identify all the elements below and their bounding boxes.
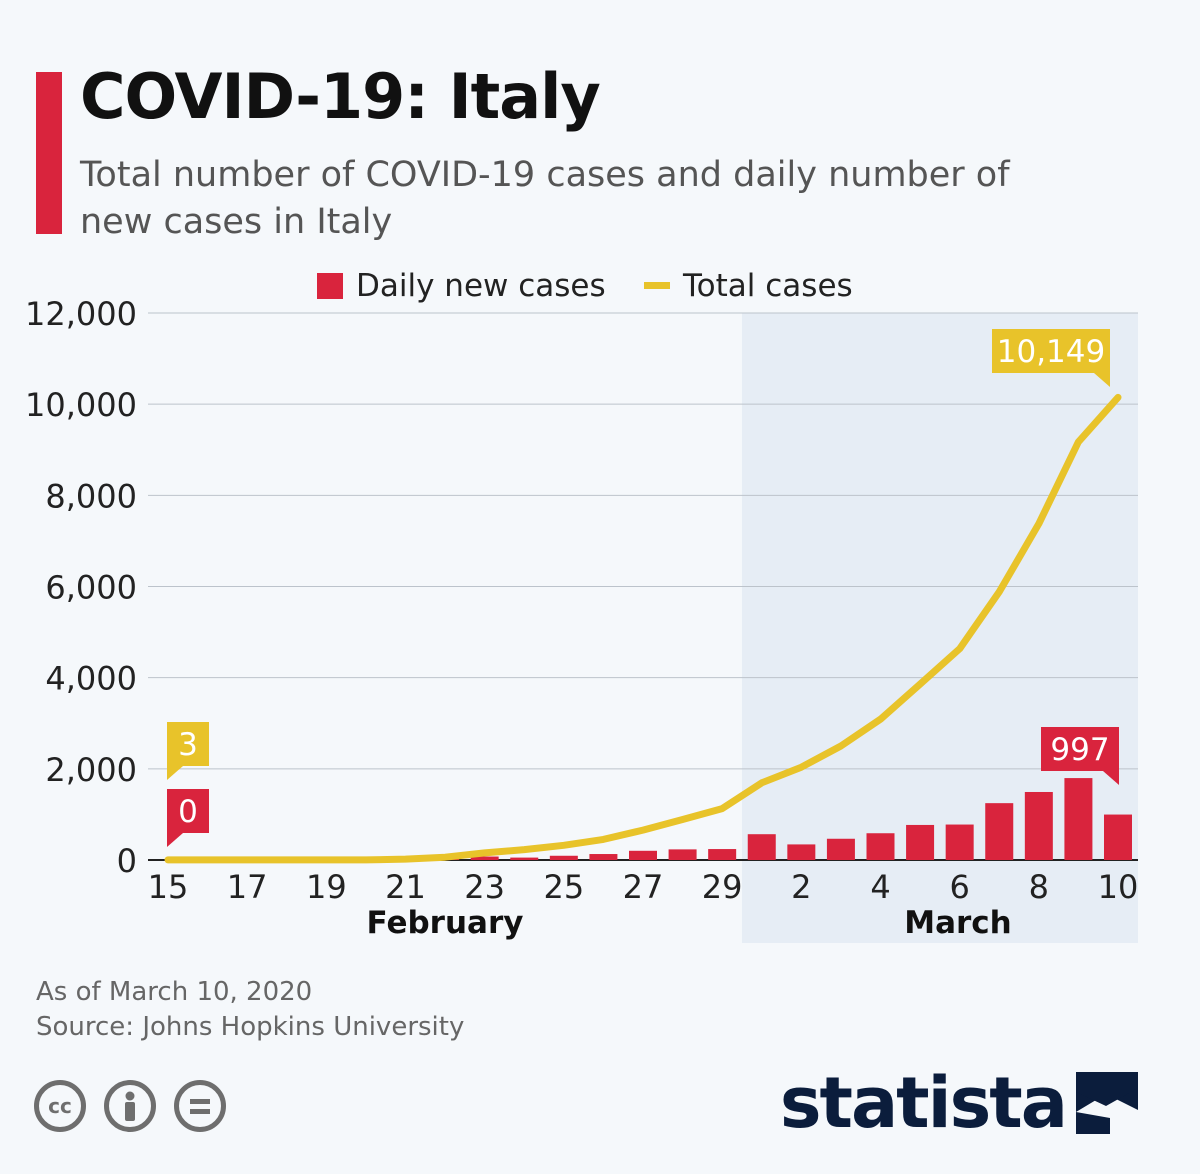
- callout-daily-end-text: 997: [1050, 732, 1109, 768]
- daily-new-cases-bar: [708, 849, 737, 860]
- y-tick-label: 12,000: [25, 295, 137, 333]
- callout-daily-end-tail: [1103, 771, 1119, 785]
- total-cases-point: [1116, 395, 1120, 400]
- x-tick-label: 4: [870, 868, 890, 906]
- y-tick-label: 2,000: [45, 751, 137, 789]
- total-cases-point: [403, 857, 408, 862]
- x-tick-label: 23: [464, 868, 505, 906]
- legend-label-daily: Daily new cases: [356, 268, 606, 304]
- total-cases-point: [759, 780, 764, 785]
- total-cases-point: [245, 857, 250, 862]
- y-tick-label: 8,000: [45, 477, 137, 515]
- covid-italy-chart: 0 2,000 4,000 6,000 8,000 10,000 12,000 15 17 19 2…: [25, 268, 1139, 943]
- source-note: Source: Johns Hopkins University: [36, 1012, 465, 1042]
- callout-total-start-text: 3: [178, 727, 198, 763]
- x-tick-label: 21: [385, 868, 426, 906]
- total-cases-point: [957, 646, 962, 651]
- total-cases-point: [443, 855, 448, 860]
- daily-new-cases-bar: [985, 803, 1014, 860]
- x-tick-label: 2: [791, 868, 811, 906]
- legend-label-total: Total cases: [682, 268, 853, 304]
- total-cases-point: [878, 717, 883, 722]
- total-cases-point: [680, 817, 685, 822]
- title-accent-bar: [36, 72, 62, 234]
- as-of-date: As of March 10, 2020: [36, 977, 313, 1007]
- legend-swatch-total: [644, 282, 670, 289]
- callout-daily-start-tail: [167, 833, 183, 847]
- nd-icon[interactable]: [174, 1080, 226, 1132]
- daily-new-cases-bar: [747, 834, 776, 860]
- total-cases-point: [1076, 439, 1081, 444]
- x-tick-label: 6: [949, 868, 969, 906]
- total-cases-point: [838, 743, 843, 748]
- total-cases-point: [284, 857, 289, 862]
- cc-icon[interactable]: cc: [34, 1080, 86, 1132]
- daily-new-cases-bar: [510, 857, 539, 860]
- callout-daily-end-box: [1041, 727, 1119, 771]
- callout-daily-start-box: [167, 789, 209, 833]
- x-tick-label: 15: [148, 868, 189, 906]
- total-cases-point: [205, 857, 210, 862]
- statista-wordmark: statista: [779, 1062, 1068, 1144]
- total-cases-point: [522, 847, 527, 852]
- month-label-march: March: [904, 905, 1012, 941]
- by-icon[interactable]: [104, 1080, 156, 1132]
- statista-logo[interactable]: statista: [780, 1062, 1138, 1144]
- total-cases-point: [799, 765, 804, 770]
- total-cases-point: [166, 857, 170, 862]
- total-cases-point: [561, 843, 566, 848]
- total-cases-point: [641, 828, 645, 833]
- daily-new-cases-bar: [866, 833, 895, 860]
- total-cases-point: [482, 850, 487, 855]
- x-tick-label: 10: [1098, 868, 1139, 906]
- page-title: COVID-19: Italy: [80, 60, 601, 133]
- daily-new-cases-bar: [787, 844, 816, 860]
- total-cases-point: [997, 589, 1002, 594]
- callout-total-end-box: [992, 329, 1110, 373]
- footnote: As of March 10, 2020 Source: Johns Hopki…: [36, 975, 464, 1045]
- x-tick-label: 17: [227, 868, 268, 906]
- callout-total-start-box: [167, 722, 209, 766]
- x-tick-label: 25: [543, 868, 584, 906]
- daily-new-cases-bar: [629, 850, 657, 860]
- total-cases-point: [324, 857, 329, 862]
- callout-total-start-tail: [167, 766, 183, 780]
- total-cases-point: [363, 857, 368, 862]
- daily-new-cases-bar: [668, 849, 697, 860]
- total-cases-point: [720, 806, 725, 811]
- legend-swatch-daily: [317, 273, 343, 299]
- callout-daily-start-text: 0: [178, 794, 198, 830]
- daily-new-cases-bar: [470, 856, 499, 860]
- callout-total-end-text: 10,149: [997, 334, 1105, 370]
- statista-mark-icon: [1076, 1072, 1138, 1134]
- x-tick-label: 19: [306, 868, 347, 906]
- month-label-february: February: [367, 905, 524, 941]
- daily-new-cases-bar: [906, 824, 935, 860]
- x-tick-label: 8: [1029, 868, 1049, 906]
- daily-new-cases-bar: [1064, 778, 1093, 860]
- y-tick-label: 6,000: [45, 569, 137, 607]
- daily-new-cases-bar: [1104, 814, 1132, 860]
- daily-new-cases-bar: [945, 824, 974, 860]
- callout-total-end-tail: [1094, 373, 1110, 387]
- daily-new-cases-bar: [549, 855, 578, 860]
- total-cases-point: [601, 837, 606, 842]
- daily-new-cases-bar: [826, 838, 855, 860]
- daily-new-cases-bar: [1024, 791, 1053, 860]
- y-tick-label: 4,000: [45, 660, 137, 698]
- total-cases-point: [1036, 521, 1041, 526]
- x-tick-label: 27: [623, 868, 664, 906]
- daily-new-cases-bar: [589, 854, 618, 860]
- x-tick-label: 29: [702, 868, 743, 906]
- y-tick-label: 10,000: [25, 386, 137, 424]
- total-cases-point: [918, 682, 923, 687]
- page-subtitle: Total number of COVID-19 cases and daily…: [80, 155, 1010, 242]
- y-tick-label: 0: [117, 842, 137, 880]
